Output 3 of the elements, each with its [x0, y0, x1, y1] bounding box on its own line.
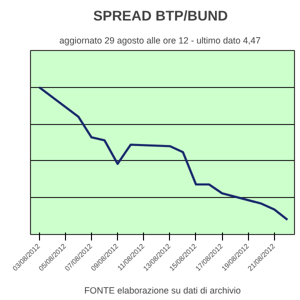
chart-title: SPREAD BTP/BUND: [93, 8, 228, 24]
chart-subtitle: aggiornato 29 agosto alle ore 12 - ultimo dato 4,47: [59, 36, 261, 46]
source-note: FONTE elaborazione su dati di archivio: [84, 286, 241, 296]
